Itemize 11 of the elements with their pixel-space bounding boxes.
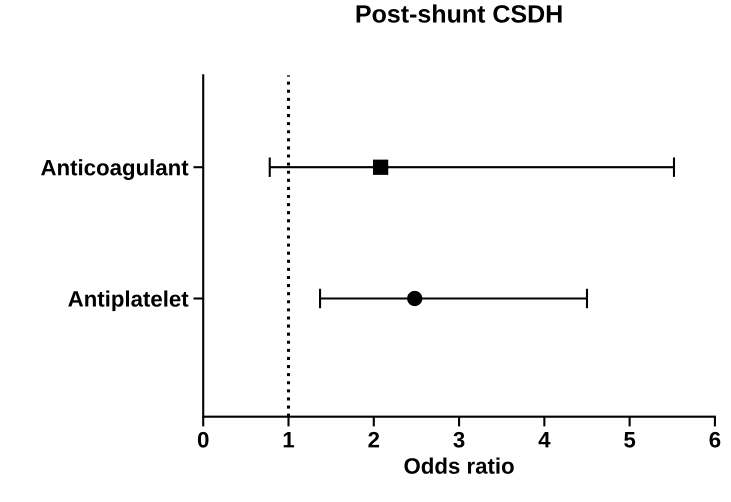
x-tick-label: 5: [624, 432, 636, 448]
x-tick-label: 0: [198, 432, 208, 448]
x-tick-label: 4: [538, 432, 550, 448]
y-tick-label: Antiplatelet: [68, 290, 188, 312]
x-tick-label: 3: [453, 432, 464, 448]
x-axis-title: Odds ratio: [404, 458, 514, 474]
x-tick-label: 6: [710, 432, 720, 448]
x-tick-label: 1: [284, 432, 294, 448]
chart-title: Post-shunt CSDH: [356, 4, 562, 23]
y-tick-label: Anticoagulant: [41, 159, 188, 180]
x-tick-label: 2: [368, 432, 380, 448]
